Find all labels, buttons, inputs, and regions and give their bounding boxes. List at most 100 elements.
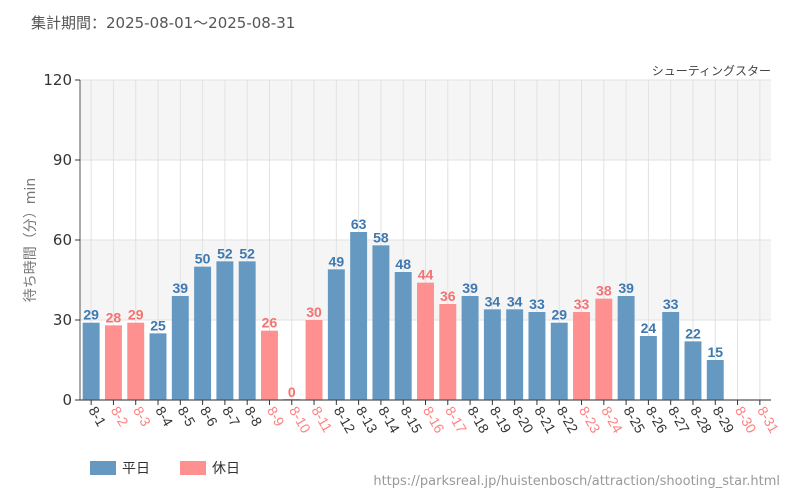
legend-item-weekday[interactable]: 平日 [90, 458, 150, 478]
bar [662, 312, 680, 400]
x-tick-label: 8-31 [754, 404, 782, 436]
bar-value-label: 33 [574, 296, 590, 312]
bar-value-label: 34 [485, 293, 501, 309]
bar [684, 341, 702, 400]
bar [327, 269, 345, 400]
bar [417, 282, 434, 400]
y-tick-label: 0 [62, 391, 72, 409]
bar-value-label: 50 [195, 251, 211, 267]
bar [483, 309, 501, 400]
legend: 平日 休日 [90, 458, 270, 478]
bar-value-label: 33 [529, 296, 545, 312]
bar-value-label: 39 [618, 280, 634, 296]
bar [528, 312, 546, 400]
x-tick-label: 8-22 [554, 404, 582, 436]
bar-value-label: 29 [83, 307, 99, 323]
x-tick-label: 8-9 [264, 404, 288, 430]
bar-value-label: 33 [663, 296, 679, 312]
x-tick-label: 8-8 [242, 404, 266, 430]
x-tick-label: 8-12 [331, 404, 359, 436]
bar [573, 312, 591, 400]
x-tick-label: 8-18 [464, 404, 492, 436]
bar [394, 272, 412, 400]
bar [506, 309, 524, 400]
x-tick-label: 8-19 [487, 404, 515, 436]
source-url[interactable]: https://parksreal.jp/huistenbosch/attrac… [373, 474, 780, 489]
legend-label-holiday: 休日 [212, 461, 240, 477]
bar-value-label: 30 [306, 304, 322, 320]
x-tick-label: 8-10 [286, 404, 314, 436]
bar [350, 232, 368, 400]
legend-swatch-holiday [180, 461, 206, 475]
bar [238, 261, 256, 400]
attraction-name: シューティングスター [651, 64, 771, 78]
x-tick-label: 8-29 [710, 404, 738, 436]
x-tick-label: 8-5 [175, 404, 199, 430]
x-tick-label: 8-1 [86, 404, 110, 430]
bar-value-label: 44 [418, 267, 434, 283]
x-tick-label: 8-26 [643, 404, 671, 436]
bar-value-label: 36 [440, 288, 456, 304]
x-tick-label: 8-17 [442, 404, 470, 436]
bar-value-label: 52 [217, 245, 233, 261]
x-tick-label: 8-24 [598, 404, 626, 436]
bar-value-label: 22 [685, 325, 701, 341]
bar-value-label: 58 [373, 229, 389, 245]
x-tick-label: 8-28 [687, 404, 715, 436]
y-tick-label: 30 [53, 311, 72, 329]
bar [639, 336, 657, 400]
legend-item-holiday[interactable]: 休日 [180, 458, 240, 478]
bar [595, 298, 613, 400]
bar-value-label: 25 [150, 317, 166, 333]
x-tick-label: 8-2 [108, 404, 132, 430]
bar-value-label: 34 [507, 293, 523, 309]
bar-value-label: 0 [288, 384, 296, 400]
x-tick-label: 8-4 [152, 404, 176, 430]
bar [305, 320, 323, 400]
bar [127, 322, 145, 400]
bar-value-label: 38 [596, 283, 612, 299]
x-tick-label: 8-15 [398, 404, 426, 436]
x-tick-label: 8-23 [576, 404, 604, 436]
bar-value-label: 15 [707, 344, 723, 360]
x-tick-label: 8-6 [197, 404, 221, 430]
y-tick-label: 60 [53, 231, 72, 249]
period-label: 集計期間：2025-08-01～2025-08-31 [31, 14, 296, 32]
bar [194, 266, 212, 400]
legend-label-weekday: 平日 [122, 461, 150, 477]
bar-value-label: 29 [551, 307, 567, 323]
bar [617, 296, 635, 400]
bar-value-label: 29 [128, 307, 144, 323]
x-tick-label: 8-27 [665, 404, 693, 436]
bar-value-label: 24 [641, 320, 657, 336]
y-tick-label: 120 [43, 71, 72, 89]
bar-value-label: 26 [262, 315, 278, 331]
bar-value-label: 48 [395, 256, 411, 272]
bar [260, 330, 278, 400]
bar [171, 296, 189, 400]
x-tick-label: 8-7 [219, 404, 243, 430]
x-tick-label: 8-3 [130, 404, 154, 430]
bar-value-label: 39 [173, 280, 189, 296]
bar [439, 304, 457, 400]
bar [82, 322, 100, 400]
x-tick-label: 8-13 [353, 404, 381, 436]
bar [104, 325, 122, 400]
bar-value-label: 63 [351, 216, 367, 232]
bar [550, 322, 568, 400]
bar-value-label: 39 [462, 280, 478, 296]
bar [216, 261, 234, 400]
bar [706, 360, 724, 400]
x-tick-label: 8-14 [375, 404, 403, 436]
y-tick-label: 90 [53, 151, 72, 169]
x-tick-label: 8-16 [420, 404, 448, 436]
x-tick-label: 8-30 [732, 404, 760, 436]
bar [149, 333, 167, 400]
bar-value-label: 52 [239, 245, 255, 261]
bar [461, 296, 479, 400]
x-tick-label: 8-11 [308, 404, 335, 436]
legend-swatch-weekday [90, 461, 116, 475]
x-tick-label: 8-20 [509, 404, 537, 436]
bar-value-label: 28 [106, 309, 122, 325]
